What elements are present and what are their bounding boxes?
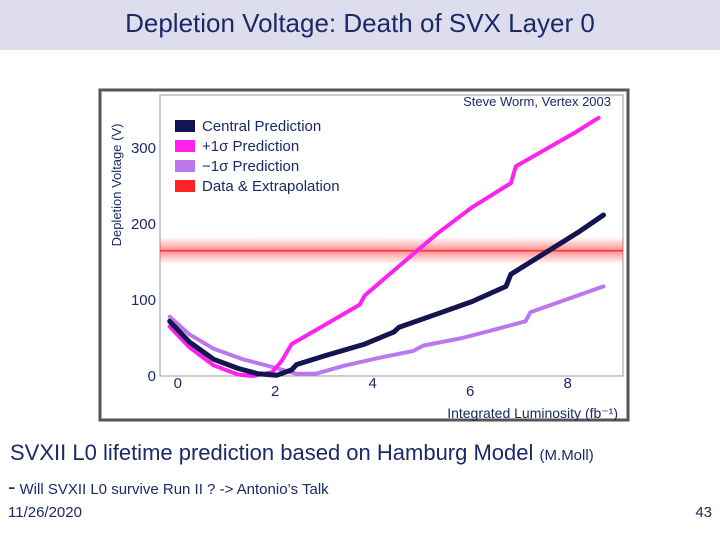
x-tick-label: 4: [369, 375, 377, 392]
slide-date: 11/26/2020: [8, 504, 82, 521]
slide-title: Depletion Voltage: Death of SVX Layer 0: [125, 8, 595, 38]
y-tick-label: 300: [131, 140, 156, 157]
plot-area: [159, 94, 624, 377]
x-tick-label: 6: [466, 383, 474, 400]
legend-label-plus1sigma: +1σ Prediction: [202, 138, 299, 155]
caption-main: SVXII L0 lifetime prediction based on Ha…: [10, 440, 594, 466]
series-central-line: [167, 212, 606, 378]
bullet-text: Will SVXII L0 survive Run II ? -> Antoni…: [19, 481, 329, 498]
x-tick-label: 0: [174, 375, 182, 392]
series-minus1sigma-line: [167, 284, 606, 376]
caption-credit: (M.Moll): [539, 447, 594, 464]
y-tick-label: 0: [148, 368, 156, 385]
x-tick-label: 2: [271, 383, 279, 400]
legend-swatch-plus1sigma: [175, 140, 195, 152]
legend-swatch-central: [175, 120, 195, 132]
series-plus1sigma-line: [167, 115, 601, 378]
x-tick-label: 8: [563, 375, 571, 392]
legend-label-central: Central Prediction: [202, 118, 321, 135]
page-number: 43: [695, 504, 712, 521]
legend-label-data: Data & Extrapolation: [202, 178, 340, 195]
title-bar: [0, 0, 720, 50]
legend-label-minus1sigma: −1σ Prediction: [202, 158, 299, 175]
caption-main-text: SVXII L0 lifetime prediction based on Ha…: [10, 440, 534, 465]
caption-bullet: - Will SVXII L0 survive Run II ? -> Anto…: [8, 474, 329, 500]
y-tick-label: 100: [131, 292, 156, 309]
legend-swatch-data: [175, 180, 195, 192]
y-axis-label: Depletion Voltage (V): [109, 124, 124, 247]
y-tick-label: 200: [131, 216, 156, 233]
x-axis-label: Integrated Luminosity (fb⁻¹): [447, 405, 618, 421]
chart-credit: Steve Worm, Vertex 2003: [463, 94, 611, 109]
legend: Central Prediction +1σ Prediction −1σ Pr…: [175, 118, 340, 195]
legend-swatch-minus1sigma: [175, 160, 195, 172]
bullet-dash: -: [8, 474, 16, 499]
